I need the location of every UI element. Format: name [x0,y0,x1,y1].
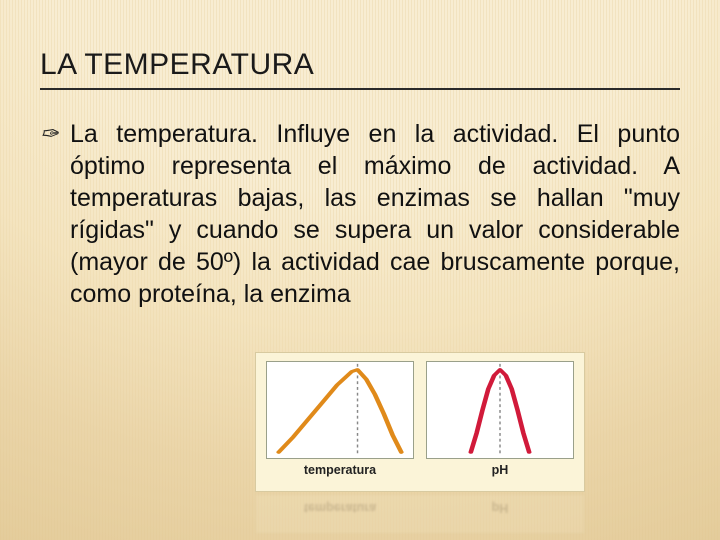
chart-temperatura: temperatura [266,361,414,485]
body-paragraph: La temperatura. Influye en la actividad.… [70,118,680,310]
reflection-label-temperatura: temperatura [304,501,376,515]
chart-svg-ph [427,362,573,458]
chart-label-temperatura: temperatura [304,463,376,477]
bullet-icon: ✑ [40,121,58,146]
curve-temperatura [279,370,402,453]
body-row: ✑ La temperatura. Influye en la activida… [40,118,680,310]
chart-label-ph: pH [492,463,509,477]
charts-reflection: temperatura pH [255,494,585,534]
charts-panel: temperatura pH [255,352,585,492]
slide: LA TEMPERATURA ✑ La temperatura. Influye… [0,0,720,540]
chart-svg-temperatura [267,362,413,458]
chart-box-temperatura [266,361,414,459]
bullet-col: ✑ [40,118,70,310]
chart-ph: pH [426,361,574,485]
reflection-label-ph: pH [492,501,509,515]
chart-box-ph [426,361,574,459]
slide-title: LA TEMPERATURA [40,48,680,90]
